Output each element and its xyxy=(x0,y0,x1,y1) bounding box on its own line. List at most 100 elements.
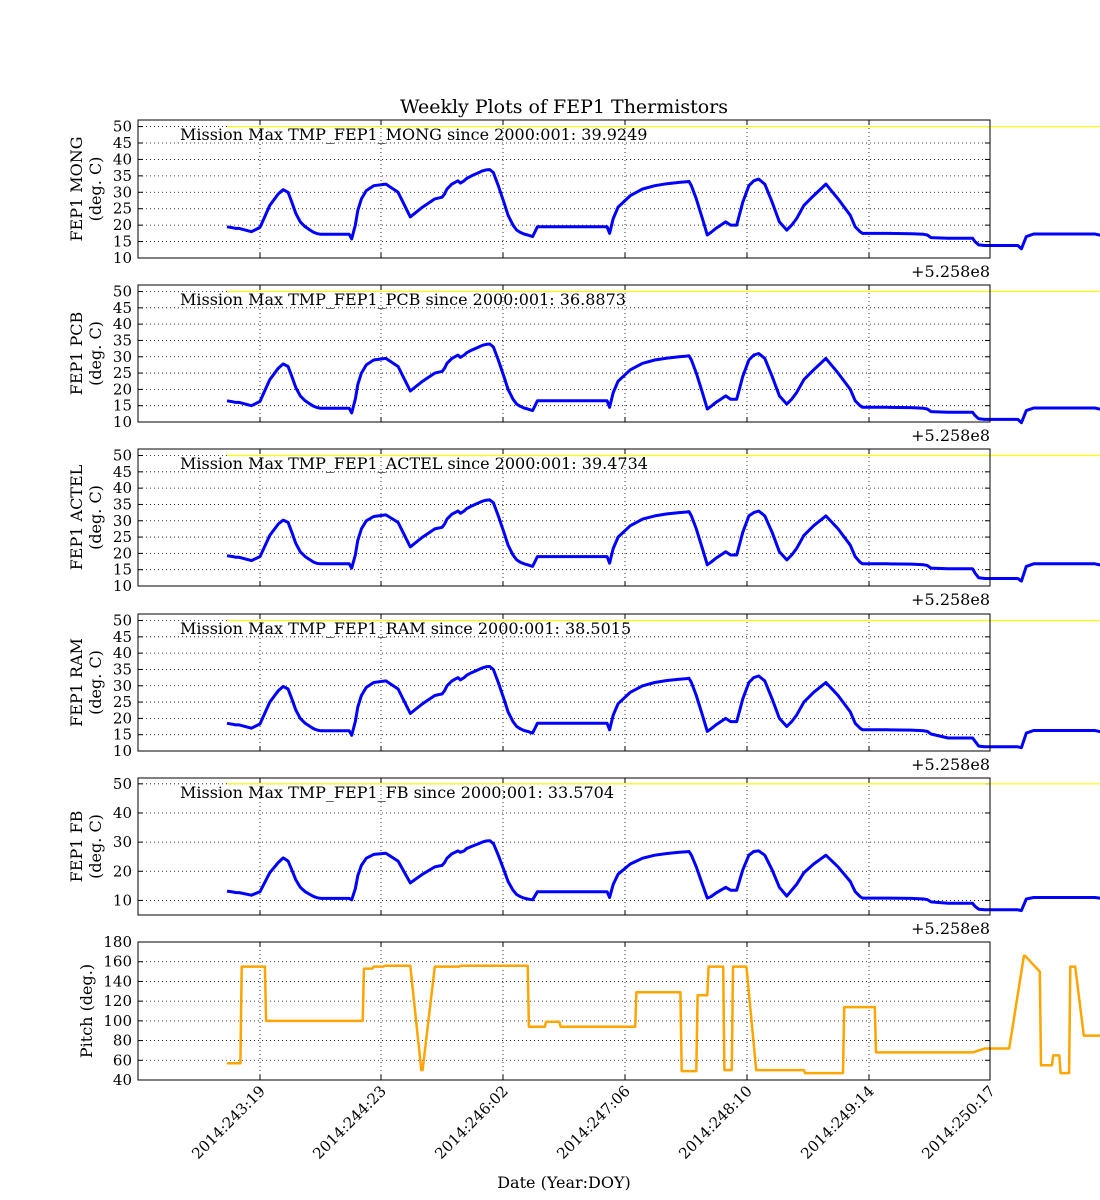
y-tick-label: 35 xyxy=(113,331,132,349)
panel-fb: 10 20 30 40 50 Mission Max TMP_FEP1_FB since … xyxy=(67,775,1100,938)
y-tick-label: 45 xyxy=(113,299,132,317)
temperature-series-line xyxy=(226,342,1100,425)
y-tick-label: 50 xyxy=(113,612,132,630)
y-tick-label: 20 xyxy=(113,862,132,880)
pitch-series-line xyxy=(227,954,1100,1075)
temperature-series-line xyxy=(226,168,1100,251)
temperature-series-line xyxy=(226,498,1100,583)
axes-frame xyxy=(137,613,991,752)
y-tick-label: 10 xyxy=(113,249,132,267)
axes-frame xyxy=(137,941,991,1081)
x-tick-labels: 2014:243:19 2014:244:23 2014:246:02 2014:24… xyxy=(188,1082,999,1163)
axes-frame xyxy=(137,119,991,259)
y-tick-label: 120 xyxy=(103,992,132,1010)
y-tick-label: 25 xyxy=(113,200,132,218)
y-tick-label: 45 xyxy=(113,463,132,481)
y-tick-label: 20 xyxy=(113,216,132,234)
y-tick-label: 30 xyxy=(113,512,132,530)
y-axis-label: (deg. C) xyxy=(86,814,105,879)
axes-frame xyxy=(137,284,991,423)
y-tick-label: 50 xyxy=(113,283,132,301)
y-tick-label: 15 xyxy=(113,726,132,744)
y-tick-label: 40 xyxy=(113,315,132,333)
y-tick-label: 10 xyxy=(113,413,132,431)
y-tick-label: 40 xyxy=(113,1071,132,1089)
y-tick-label: 60 xyxy=(113,1051,132,1069)
y-tick-label: 40 xyxy=(113,644,132,662)
y-tick-label: 45 xyxy=(113,628,132,646)
y-axis-label: (deg. C) xyxy=(86,321,105,386)
x-offset-text: +5.258e8 xyxy=(911,755,990,774)
y-tick-label: 160 xyxy=(103,953,132,971)
x-axis-label: Date (Year:DOY) xyxy=(497,1173,631,1192)
y-tick-label: 15 xyxy=(113,561,132,579)
axes-frame xyxy=(137,777,991,916)
y-tick-label: 40 xyxy=(113,804,132,822)
y-tick-label: 140 xyxy=(103,972,132,990)
y-tick-label: 20 xyxy=(113,709,132,727)
x-offset-text: +5.258e8 xyxy=(911,426,990,445)
y-tick-label: 40 xyxy=(113,479,132,497)
temperature-series-line xyxy=(226,839,1100,913)
y-tick-label: 100 xyxy=(103,1012,132,1030)
y-axis-label: FEP1 RAM xyxy=(67,638,86,727)
figure-title: Weekly Plots of FEP1 Thermistors xyxy=(400,96,728,118)
axes-frame xyxy=(137,448,991,587)
x-offset-text: +5.258e8 xyxy=(911,262,990,281)
y-axis-label: (deg. C) xyxy=(86,157,105,222)
y-tick-label: 15 xyxy=(113,397,132,415)
y-axis-label: FEP1 MONG xyxy=(67,136,86,241)
temperature-series-line xyxy=(226,665,1100,750)
y-tick-label: 35 xyxy=(113,660,132,678)
y-tick-label: 35 xyxy=(113,167,132,185)
mission-max-annotation: Mission Max TMP_FEP1_MONG since 2000:001… xyxy=(180,125,647,144)
y-axis-label: (deg. C) xyxy=(86,650,105,715)
y-tick-label: 25 xyxy=(113,364,132,382)
y-axis-label: (deg. C) xyxy=(86,485,105,550)
y-tick-label: 50 xyxy=(113,447,132,465)
x-offset-text: +5.258e8 xyxy=(911,590,990,609)
x-tick-label: 2014:248:10 xyxy=(675,1082,756,1163)
y-tick-label: 50 xyxy=(113,118,132,136)
mission-max-annotation: Mission Max TMP_FEP1_ACTEL since 2000:00… xyxy=(180,454,648,473)
y-tick-label: 10 xyxy=(113,577,132,595)
y-tick-label: 25 xyxy=(113,693,132,711)
y-tick-label: 80 xyxy=(113,1032,132,1050)
x-tick-label: 2014:243:19 xyxy=(188,1082,269,1163)
y-axis-label: Pitch (deg.) xyxy=(77,964,96,1058)
x-tick-label: 2014:249:14 xyxy=(797,1082,878,1163)
x-tick-label: 2014:244:23 xyxy=(309,1082,390,1163)
y-tick-label: 10 xyxy=(113,891,132,909)
mission-max-annotation: Mission Max TMP_FEP1_FB since 2000:001: … xyxy=(180,783,614,802)
y-tick-label: 10 xyxy=(113,742,132,760)
mission-max-annotation: Mission Max TMP_FEP1_RAM since 2000:001:… xyxy=(180,619,631,638)
y-tick-label: 30 xyxy=(113,348,132,366)
y-tick-label: 25 xyxy=(113,528,132,546)
x-tick-label: 2014:246:02 xyxy=(431,1082,512,1163)
y-tick-label: 50 xyxy=(113,775,132,793)
y-tick-label: 40 xyxy=(113,150,132,168)
x-offset-text: +5.258e8 xyxy=(911,919,990,938)
mission-max-annotation: Mission Max TMP_FEP1_PCB since 2000:001:… xyxy=(180,290,626,309)
y-axis-label: FEP1 PCB xyxy=(67,312,86,396)
y-tick-label: 15 xyxy=(113,233,132,251)
y-axis-label: FEP1 FB xyxy=(67,811,86,883)
x-tick-label: 2014:250:17 xyxy=(918,1082,999,1163)
y-tick-label: 180 xyxy=(103,933,132,951)
y-tick-label: 20 xyxy=(113,380,132,398)
y-tick-label: 30 xyxy=(113,183,132,201)
y-tick-label: 30 xyxy=(113,677,132,695)
x-tick-label: 2014:247:06 xyxy=(553,1082,634,1163)
y-tick-label: 45 xyxy=(113,134,132,152)
y-tick-label: 35 xyxy=(113,495,132,513)
y-tick-label: 20 xyxy=(113,544,132,562)
y-axis-label: FEP1 ACTEL xyxy=(67,464,86,570)
y-tick-label: 30 xyxy=(113,833,132,851)
